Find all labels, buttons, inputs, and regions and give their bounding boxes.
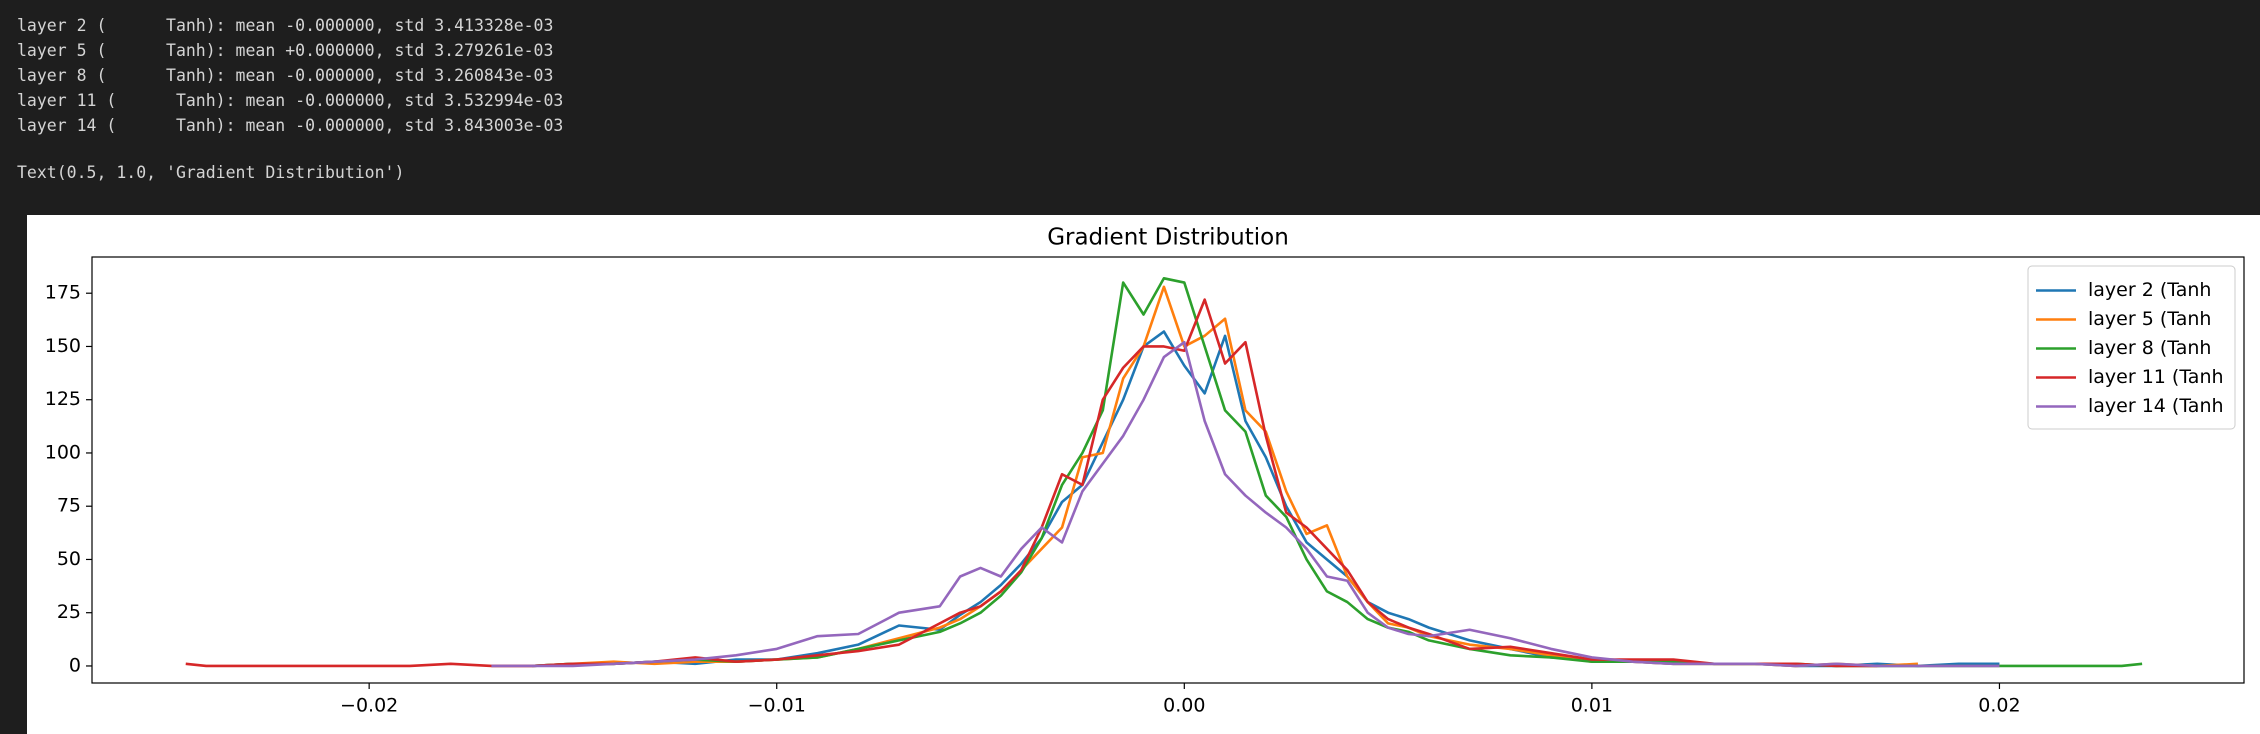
series-line [491, 340, 2000, 668]
y-tick-label: 125 [45, 388, 81, 410]
figure-background [27, 215, 2260, 734]
legend-label: layer 2 (Tanh [2088, 279, 2211, 301]
x-tick-label: −0.01 [748, 695, 806, 717]
legend-label: layer 11 (Tanh [2088, 366, 2224, 388]
x-tick-label: 0.01 [1571, 695, 1613, 717]
plot-frame [91, 256, 2245, 684]
y-tick-label: 150 [45, 335, 81, 357]
y-tick-label: 175 [45, 282, 81, 304]
output-result: Text(0.5, 1.0, 'Gradient Distribution') [17, 163, 405, 182]
y-tick-label: 50 [57, 548, 81, 570]
legend-label: layer 5 (Tanh [2088, 308, 2211, 330]
legend-label: layer 14 (Tanh [2088, 395, 2224, 417]
output-line: layer 8 ( Tanh): mean -0.000000, std 3.2… [17, 66, 554, 85]
output-line: layer 2 ( Tanh): mean -0.000000, std 3.4… [17, 16, 554, 35]
y-tick-label: 75 [57, 495, 81, 517]
output-line: layer 11 ( Tanh): mean -0.000000, std 3.… [17, 91, 564, 110]
chart-title: Gradient Distribution [1047, 225, 1289, 251]
y-tick-label: 100 [45, 441, 81, 463]
x-tick-label: 0.00 [1163, 695, 1205, 717]
y-tick-label: 0 [69, 654, 81, 676]
x-tick-label: 0.02 [1978, 695, 2020, 717]
legend-box [2027, 265, 2236, 430]
output-line: layer 5 ( Tanh): mean +0.000000, std 3.2… [17, 41, 554, 60]
y-tick-label: 25 [57, 601, 81, 623]
legend-label: layer 8 (Tanh [2088, 337, 2211, 359]
output-line: layer 14 ( Tanh): mean -0.000000, std 3.… [17, 116, 564, 135]
x-tick-label: −0.02 [340, 695, 398, 717]
